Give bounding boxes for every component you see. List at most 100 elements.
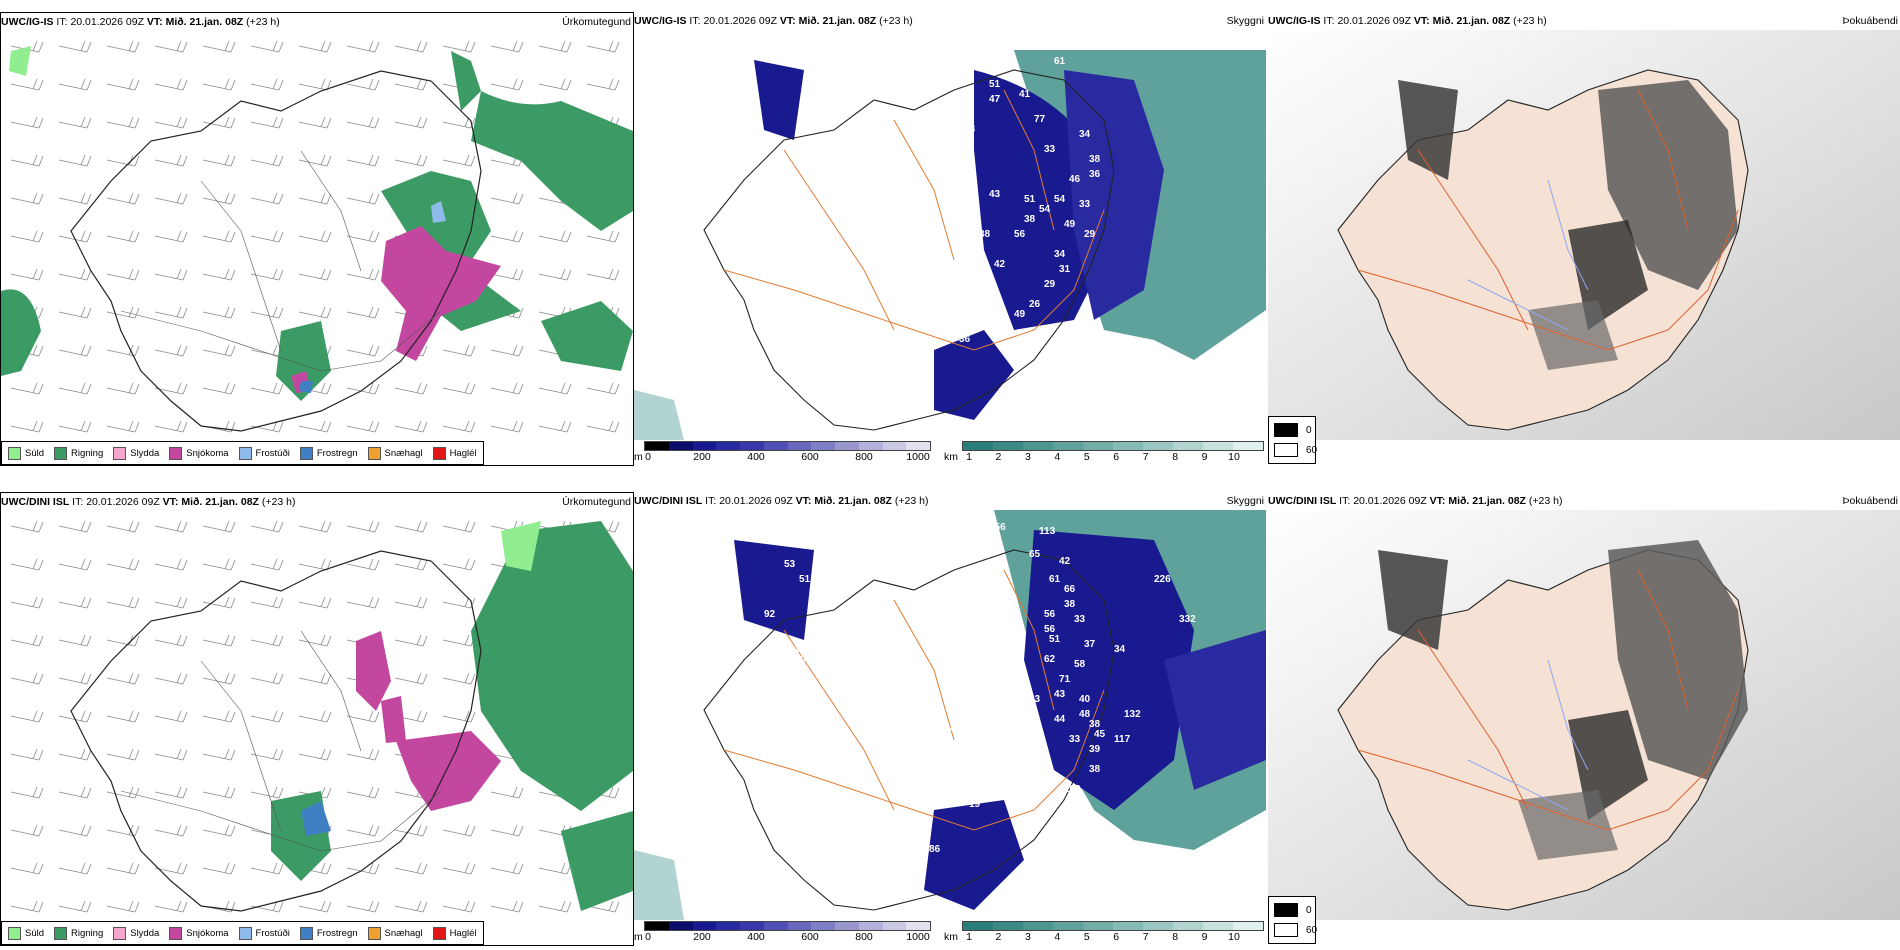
wind-barb	[490, 230, 524, 243]
visibility-value: 51	[799, 574, 811, 585]
wind-barb	[202, 862, 236, 875]
wind-barb	[298, 710, 332, 723]
visibility-value: 156	[989, 522, 1006, 533]
wind-barb	[394, 520, 428, 533]
tick-label: 1	[966, 931, 972, 943]
wind-barb	[346, 268, 380, 281]
colorbar-segment	[882, 442, 907, 450]
legend-item: Snjókoma	[169, 926, 229, 940]
roads	[1357, 89, 1739, 351]
visibility-value: 42	[1059, 556, 1071, 567]
wind-barb	[538, 268, 572, 281]
fog-legend-row: 0	[1274, 423, 1312, 437]
wind-barb	[490, 344, 524, 357]
wind-barb	[442, 420, 476, 433]
visibility-value: 60	[954, 179, 966, 190]
colorbar-segment	[1233, 922, 1263, 930]
wind-barb	[298, 116, 332, 129]
visibility-value: 213	[924, 44, 941, 55]
panel-type: Úrkomutegund	[562, 496, 631, 508]
colorbar-segment	[1083, 442, 1113, 450]
visibility-value: 188	[974, 42, 991, 53]
wind-barb	[442, 596, 476, 609]
wind-barb	[154, 520, 188, 533]
wind-barb	[58, 748, 92, 761]
visibility-value: 43	[1029, 694, 1041, 705]
visibility-value: 132	[1124, 709, 1141, 720]
wind-barb	[154, 268, 188, 281]
legend-item: Haglél	[432, 446, 477, 460]
wind-barb	[58, 710, 92, 723]
colorbar-segment	[645, 922, 669, 930]
init-time: 20.01.2026 09Z	[1337, 15, 1411, 27]
wind-barb	[490, 192, 524, 205]
wind-barb	[250, 634, 284, 647]
tick-label: 9	[1201, 931, 1208, 943]
wind-barb	[106, 634, 140, 647]
legend-label: Snæhagl	[384, 927, 423, 939]
wind-barb	[58, 154, 92, 167]
visibility-value: 54	[1054, 194, 1066, 205]
wind-barb	[346, 306, 380, 319]
wind-barb	[202, 230, 236, 243]
lead-time: (+23 h)	[261, 496, 296, 508]
wind-barb	[10, 786, 44, 799]
m-unit: m	[634, 451, 643, 463]
m-ticks: 0 200 400 600 800 1000	[645, 451, 930, 464]
legend-label: 60	[1306, 444, 1318, 456]
swatch	[169, 446, 183, 460]
visibility-value: 23	[874, 414, 886, 425]
panel-header: UWC/IG-IS IT: 20.01.2026 09Z VT: Mið. 21…	[1268, 12, 1900, 30]
visibility-value: 53	[784, 559, 796, 570]
wind-barb	[298, 634, 332, 647]
visibility-value: 56	[1044, 624, 1056, 635]
swatch	[8, 446, 21, 460]
wind-barb	[58, 862, 92, 875]
panel-header: UWC/DINI ISL IT: 20.01.2026 09Z VT: Mið.…	[1, 493, 633, 511]
wind-barb	[394, 558, 428, 571]
wind-barb	[202, 520, 236, 533]
wind-barb	[346, 116, 380, 129]
wind-barb	[154, 786, 188, 799]
valid-time-label: VT:	[1413, 15, 1430, 27]
tick-label: 200	[693, 931, 711, 943]
lead-time: (+23 h)	[894, 495, 929, 507]
fog-legend-row: 60	[1274, 443, 1317, 457]
visibility-value: 36	[1089, 169, 1101, 180]
colorbar-segment	[740, 442, 764, 450]
valid-time: Mið. 21.jan. 08Z	[1432, 15, 1511, 27]
wind-barb	[490, 786, 524, 799]
wind-barb	[394, 824, 428, 837]
wind-barb	[154, 344, 188, 357]
colorbar-segment	[692, 442, 717, 450]
wind-barb	[106, 420, 140, 433]
tick-label: 400	[747, 931, 765, 943]
visibility-value: 43	[1054, 689, 1066, 700]
wind-barb	[346, 786, 380, 799]
legend-label: Snjókoma	[186, 447, 229, 459]
wind-barb	[10, 672, 44, 685]
wind-barb	[250, 344, 284, 357]
wind-barb	[10, 862, 44, 875]
visibility-value: 61	[1049, 574, 1061, 585]
wind-barb	[298, 748, 332, 761]
valid-time: Mið. 21.jan. 08Z	[181, 496, 259, 508]
colorbar-segment	[906, 922, 930, 930]
visibility-value: 149	[984, 294, 1001, 305]
wind-barb	[346, 420, 380, 433]
wind-barb	[538, 40, 572, 53]
tick-label: 4	[1054, 931, 1061, 943]
wind-barb	[202, 382, 236, 395]
visibility-value: 157	[914, 664, 931, 675]
tick-label: 7	[1142, 931, 1149, 943]
panel-type: Þokuábendi	[1842, 495, 1898, 507]
swatch	[238, 926, 252, 940]
visibility-value: 182	[869, 679, 886, 690]
visibility-value: 74	[889, 394, 901, 405]
wind-barb	[106, 192, 140, 205]
visibility-value: 34	[1114, 644, 1126, 655]
wind-barb	[10, 900, 44, 913]
colorbar-segment	[811, 922, 835, 930]
